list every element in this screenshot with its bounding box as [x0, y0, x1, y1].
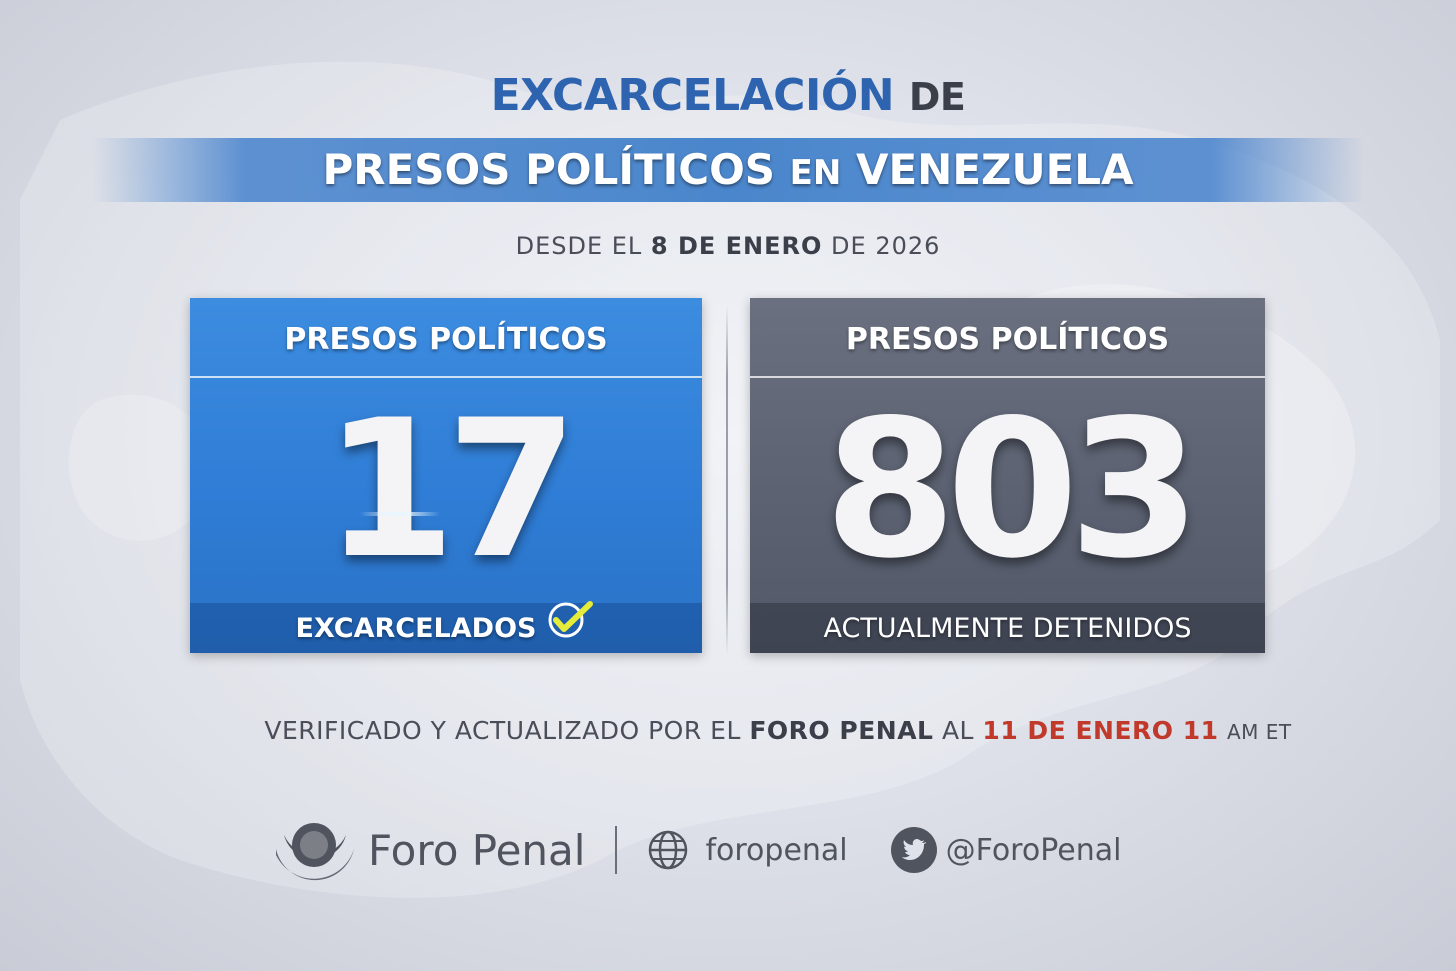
released-panel-footer: EXCARCELADOS	[190, 600, 702, 653]
footer-separator	[615, 826, 618, 874]
verification-line: VERIFICADO Y ACTUALIZADO POR EL FORO PEN…	[0, 716, 1456, 745]
title-suffix: DE	[908, 75, 966, 119]
banner-part-3: VENEZUELA	[855, 145, 1134, 194]
title-line-1: EXCARCELACIÓN DE	[0, 70, 1456, 121]
banner-text: PRESOS POLÍTICOS EN VENEZUELA	[0, 140, 1456, 203]
detained-count: 803	[824, 379, 1201, 600]
released-panel: PRESOS POLÍTICOS 17 EXCARCELADOS	[190, 298, 702, 653]
light-flare	[360, 512, 440, 516]
released-panel-header: PRESOS POLÍTICOS	[190, 298, 702, 378]
banner-part-2: EN	[789, 153, 842, 193]
released-label: EXCARCELADOS	[295, 613, 537, 644]
title-banner	[92, 138, 1364, 202]
verify-org: FORO PENAL	[749, 716, 934, 745]
twitter-handle[interactable]: @ForoPenal	[945, 832, 1122, 868]
footer: Foro Penal foropenal @ForoPenal	[270, 805, 1170, 895]
released-count: 17	[323, 379, 578, 600]
check-icon	[544, 598, 596, 656]
verify-mid: AL	[941, 716, 974, 745]
date-prefix: DESDE EL	[515, 232, 643, 260]
foro-penal-logo-icon	[276, 823, 354, 881]
title-main: EXCARCELACIÓN	[490, 70, 895, 121]
detained-panel-header: PRESOS POLÍTICOS	[750, 298, 1265, 378]
panel-divider	[726, 305, 728, 655]
brand-name: Foro Penal	[368, 825, 586, 875]
date-suffix: DE 2026	[831, 232, 941, 260]
website-text[interactable]: foropenal	[705, 832, 848, 868]
detained-panel: PRESOS POLÍTICOS 803 ACTUALMENTE DETENID…	[750, 298, 1265, 653]
date-value: 8 DE ENERO	[650, 232, 823, 260]
detained-label: ACTUALMENTE DETENIDOS	[823, 613, 1192, 644]
banner-part-1: PRESOS POLÍTICOS	[322, 145, 776, 194]
twitter-icon	[890, 827, 937, 873]
date-line: DESDE EL 8 DE ENERO DE 2026	[0, 232, 1456, 260]
verify-suffix: AM ET	[1226, 720, 1292, 744]
verify-date: 11 DE ENERO 11	[982, 716, 1219, 745]
detained-panel-footer: ACTUALMENTE DETENIDOS	[750, 603, 1265, 653]
verify-prefix: VERIFICADO Y ACTUALIZADO POR EL	[264, 716, 741, 745]
globe-icon	[649, 830, 688, 870]
